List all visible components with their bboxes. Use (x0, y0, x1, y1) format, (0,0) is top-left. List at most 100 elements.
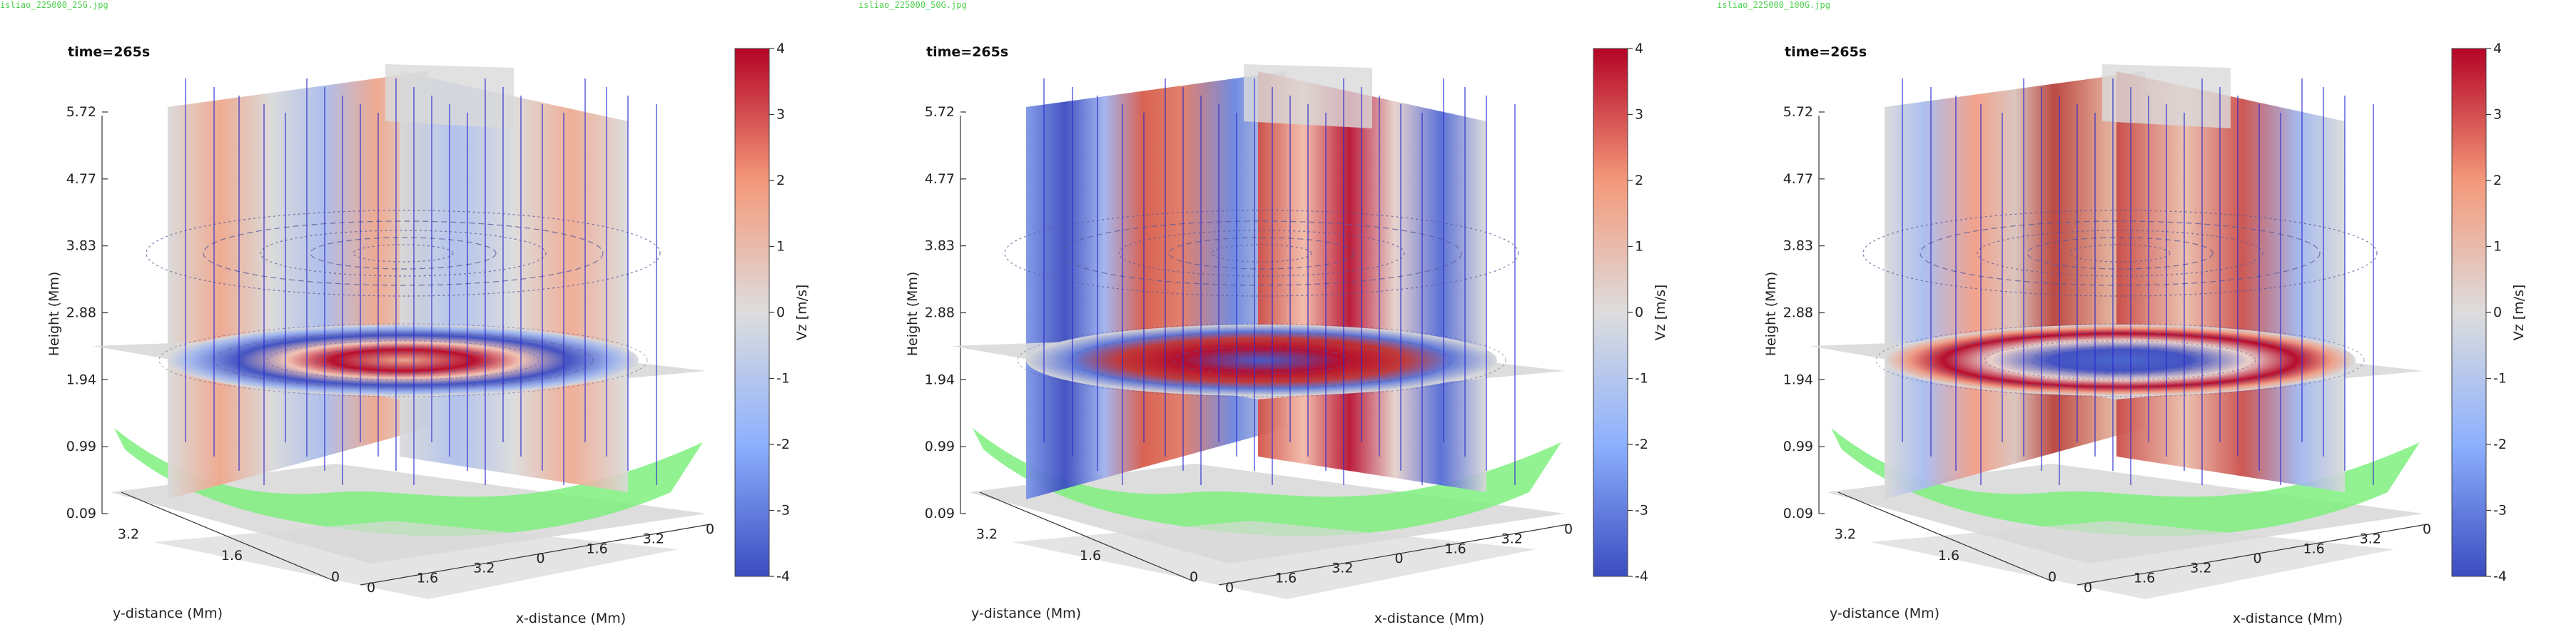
colorbar-tick-label: -2 (776, 437, 790, 452)
x-tick-label: 0 (1564, 521, 1573, 537)
colorbar-tick-label: 1 (2493, 239, 2502, 255)
time-label: time=265s (1785, 44, 1867, 60)
z-tick-label: 0.09 (66, 506, 96, 521)
contour-ring-upper (353, 244, 454, 263)
colorbar-label: Vz [m/s] (1653, 285, 1668, 341)
contour-ring-upper (1061, 220, 1462, 286)
volume-render: 0.09 0.99 1.94 2.88 3.83 4.77 5.72 Height (Mm) 3… (46, 41, 810, 626)
z-tick-label: 0.99 (1783, 439, 1813, 454)
contour-ring-mid (315, 346, 492, 374)
colorbar-tick-label: 1 (776, 239, 785, 255)
top-plane-fragment (385, 64, 514, 128)
top-plane-fragment (1244, 64, 1372, 128)
colorbar-tick-label: 3 (1635, 107, 1643, 123)
x-tick-label: 0 (1225, 580, 1234, 596)
x-tick-label: 0 (2423, 521, 2431, 537)
contour-ring-mid (267, 340, 539, 380)
contour-ring-mid (1071, 332, 1452, 388)
z-tick-label: 2.88 (1783, 305, 1813, 321)
floor-plane (153, 521, 678, 599)
y-axis-label: y-distance (Mm) (971, 606, 1081, 621)
top-plane-fragment (2102, 64, 2231, 128)
y-axis-line (121, 491, 336, 582)
colorbar-tick-label: 3 (2493, 107, 2502, 123)
contour-ring-upper (2069, 244, 2171, 263)
colorbar-tick-label: -1 (776, 371, 790, 387)
contour-ring-mid (1214, 352, 1309, 368)
colorbar-tick-label: 2 (1635, 173, 1643, 188)
colorbar (2451, 48, 2487, 577)
contour-ring-upper (1004, 210, 1519, 297)
colorbar-label: Vz [m/s] (794, 285, 810, 341)
horizontal-slice-pattern (1026, 325, 1497, 396)
z-tick-label: 0.09 (1783, 506, 1813, 521)
z-tick-label: 4.77 (1783, 171, 1813, 187)
z-tick-label: 4.77 (66, 171, 96, 187)
colorbar-label: Vz [m/s] (2511, 285, 2527, 341)
volume-render: 0.09 0.99 1.94 2.88 3.83 4.77 5.72 Height (Mm) 3… (905, 41, 1668, 626)
z-tick-label: 3.83 (66, 238, 96, 254)
colorbar-tick-label: 2 (2493, 173, 2502, 188)
x-tick-label: 3.2 (643, 531, 664, 547)
colorbar (734, 48, 770, 577)
y-axis-line (1837, 491, 2053, 582)
vertical-slice-xz (1885, 71, 2145, 499)
x-tick-label: 1.6 (417, 570, 438, 586)
filename-label: isliao_225000_50G.jpg (858, 0, 967, 10)
x-axis-line (2076, 524, 2428, 586)
vertical-slice-xz (168, 71, 428, 499)
colorbar-tick-label: 4 (1635, 41, 1643, 56)
colorbar-tick-label: 0 (1635, 305, 1643, 320)
contour-ring-upper (1977, 230, 2263, 277)
y-axis-line (979, 491, 1195, 582)
contour-ring-mid (1125, 340, 1398, 380)
x-axis-label: x-distance (Mm) (2233, 611, 2343, 626)
y-tick-label: 1.6 (1080, 548, 1101, 564)
y-tick-label: 1.6 (221, 548, 243, 564)
x-tick-label: 0 (1394, 551, 1403, 566)
x-tick-label: 3.2 (2190, 561, 2211, 576)
x-tick-label: 1.6 (1275, 570, 1297, 586)
time-label: time=265s (68, 44, 151, 60)
x-tick-label: 0 (2253, 551, 2261, 566)
z-tick-label: 1.94 (925, 372, 955, 387)
colorbar-tick-label: 0 (776, 305, 785, 320)
colorbar-tick-label: -3 (1635, 503, 1648, 519)
vertical-slice-xz (1026, 71, 1287, 499)
y-axis-label: y-distance (Mm) (1830, 606, 1939, 621)
y-tick-label: 0 (331, 569, 340, 585)
contour-ring-mid (158, 323, 648, 397)
x-tick-label: 0 (706, 521, 714, 537)
colorbar-tick-label: 2 (776, 173, 785, 188)
floor-plane (1012, 521, 1536, 599)
contour-ring-mid (1017, 323, 1506, 397)
colorbar (1593, 48, 1628, 577)
y-tick-label: 0 (2048, 569, 2057, 585)
contour-ring-upper (1920, 220, 2321, 286)
volume-render: 0.09 0.99 1.94 2.88 3.83 4.77 5.72 Height (Mm) 3… (1763, 41, 2527, 626)
isosurface-green (973, 428, 1561, 536)
y-tick-label: 3.2 (976, 526, 998, 542)
colorbar-tick-label: 4 (776, 41, 785, 56)
contour-ring-upper (1168, 237, 1355, 270)
contour-ring-mid (2032, 346, 2209, 374)
y-tick-label: 3.2 (118, 526, 139, 542)
x-tick-label: 0 (536, 551, 544, 566)
horizontal-slice-pattern (1885, 325, 2356, 396)
colorbar-tick-label: -4 (1635, 569, 1648, 584)
x-tick-label: 1.6 (2303, 541, 2325, 556)
z-tick-label: 5.72 (1783, 104, 1813, 120)
colorbar-tick-label: 4 (2493, 41, 2502, 56)
colorbar-tick-label: -3 (776, 503, 790, 519)
x-tick-label: 3.2 (2360, 531, 2381, 547)
z-axis-label: Height (Mm) (1763, 272, 1779, 357)
isosurface-green (1831, 428, 2420, 536)
x-tick-label: 3.2 (1332, 561, 1353, 576)
x-axis-label: x-distance (Mm) (516, 611, 626, 626)
contour-ring-mid (2072, 352, 2168, 368)
z-tick-label: 0.99 (925, 439, 955, 454)
colorbar-tick-label: -2 (2493, 437, 2507, 452)
x-axis-line (1218, 524, 1569, 586)
x-tick-label: 1.6 (2134, 570, 2155, 586)
isosurface-green (114, 428, 703, 536)
